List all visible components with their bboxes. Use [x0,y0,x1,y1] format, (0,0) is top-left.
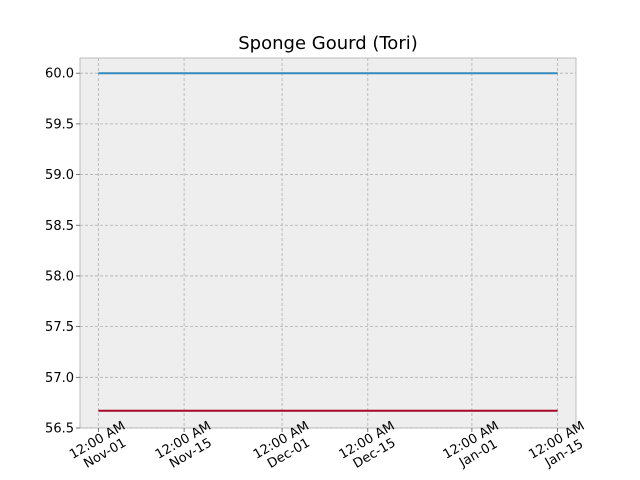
y-tick-label-7: 60.0 [45,67,74,82]
y-tick-label-2: 57.5 [45,320,74,335]
y-tick-label-0: 56.5 [45,422,74,437]
y-tick-label-3: 58.0 [45,269,74,284]
chart-title: Sponge Gourd (Tori) [238,33,418,54]
y-tick-label-6: 59.5 [45,117,74,132]
series-lines [98,72,558,412]
y-tick-label-5: 59.0 [45,168,74,183]
y-axis-ticks: 56.5 57.0 57.5 58.0 58.5 59.0 59.5 60.0 [45,67,80,437]
plot-area [79,57,577,429]
y-tick-label-1: 57.0 [45,371,74,386]
y-tick-label-4: 58.5 [45,219,74,234]
